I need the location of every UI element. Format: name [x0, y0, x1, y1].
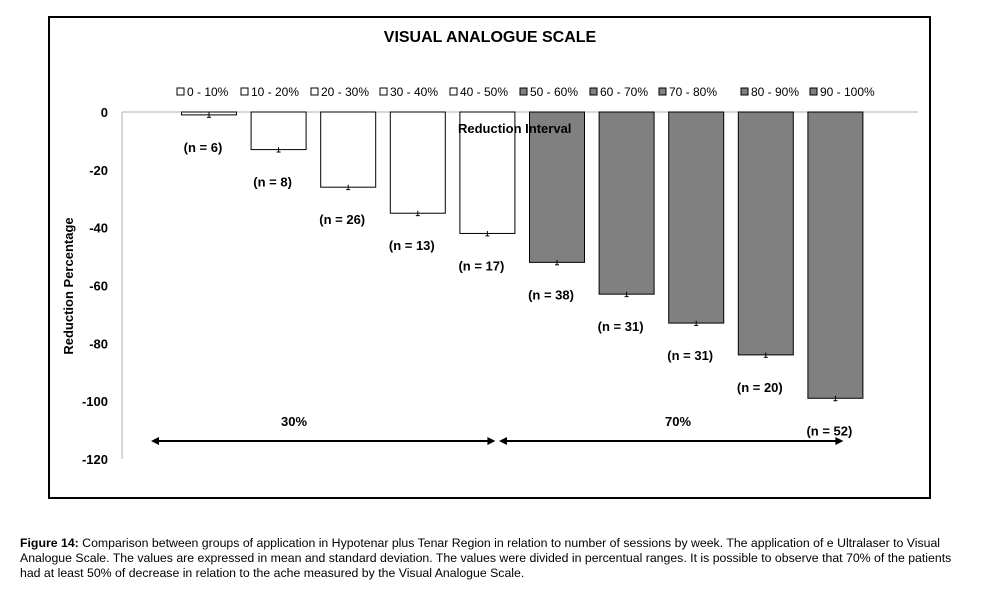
bar [250, 111, 307, 151]
y-tick-label: -40 [89, 221, 108, 236]
bar [668, 111, 725, 324]
n-label: (n = 6) [184, 140, 223, 155]
bar [389, 111, 446, 214]
range-arrow-head-left [151, 437, 159, 445]
y-tick-label: -100 [82, 394, 108, 409]
legend-swatch [809, 87, 818, 96]
legend-entry: 40 - 50% [460, 85, 508, 99]
n-label: (n = 38) [528, 287, 574, 302]
n-label: (n = 52) [806, 423, 852, 438]
legend-entry: 10 - 20% [251, 85, 299, 99]
n-label: (n = 8) [253, 175, 292, 190]
legend-swatch [449, 87, 458, 96]
legend-swatch [176, 87, 185, 96]
legend-entry: 50 - 60% [530, 85, 578, 99]
range-arrow-head-right [487, 437, 496, 445]
y-tick-label: -60 [89, 279, 108, 294]
y-tick-label: -80 [89, 336, 108, 351]
bar [598, 111, 655, 295]
legend-swatch [379, 87, 388, 96]
y-tick-label: -120 [82, 452, 108, 467]
legend-entry: 70 - 80% [669, 85, 717, 99]
figure-caption: Figure 14: Comparison between groups of … [20, 536, 970, 581]
legend-entry: 60 - 70% [600, 85, 648, 99]
legend-swatch [240, 87, 249, 96]
bar [737, 111, 794, 356]
figure-frame [48, 16, 931, 499]
range-arrow-head-left [499, 437, 507, 445]
legend-swatch [519, 87, 528, 96]
n-label: (n = 31) [598, 319, 644, 334]
y-axis-label: Reduction Percentage [61, 217, 76, 354]
bar [320, 111, 377, 188]
legend-swatch [740, 87, 749, 96]
bar [459, 111, 516, 234]
legend-swatch [589, 87, 598, 96]
n-label: (n = 13) [389, 238, 435, 253]
legend-entry: 20 - 30% [321, 85, 369, 99]
legend-entry: 80 - 90% [751, 85, 799, 99]
legend-entry: 0 - 10% [187, 85, 229, 99]
legend-entry: 30 - 40% [390, 85, 438, 99]
chart-title: VISUAL ANALOGUE SCALE [384, 29, 597, 46]
n-label: (n = 17) [458, 258, 504, 273]
y-tick-label: -20 [89, 163, 108, 178]
range-annotation-label: 30% [281, 414, 307, 429]
legend-swatch [310, 87, 319, 96]
legend-entry: 90 - 100% [820, 85, 875, 99]
caption-text: Comparison between groups of application… [20, 536, 952, 580]
n-label: (n = 26) [319, 212, 365, 227]
bar [529, 111, 585, 263]
caption-label: Figure 14: [20, 536, 79, 550]
y-tick-label: 0 [101, 105, 108, 120]
x-axis-label: Reduction Interval [458, 121, 571, 136]
legend-swatch [658, 87, 667, 96]
range-arrow-head-right [835, 437, 844, 445]
bar [807, 111, 864, 399]
n-label: (n = 31) [667, 348, 713, 363]
n-label: (n = 20) [737, 380, 783, 395]
range-annotation-label: 70% [665, 414, 691, 429]
